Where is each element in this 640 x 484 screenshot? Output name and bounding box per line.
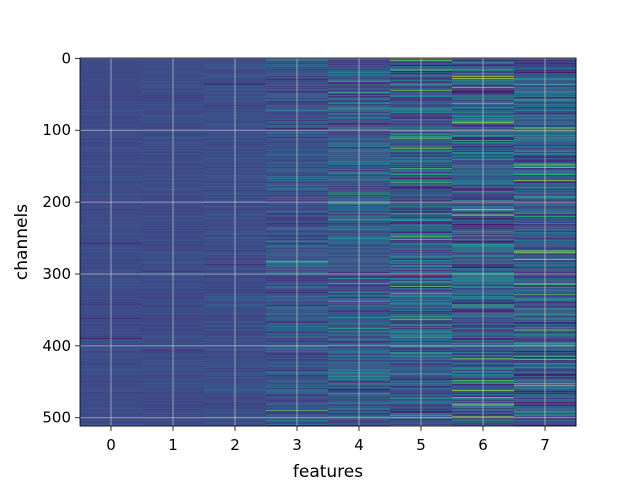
- heatmap-cells: [80, 58, 577, 427]
- y-tick-label: 500: [42, 409, 71, 427]
- y-tick-label: 100: [42, 121, 71, 139]
- x-tick-label: 4: [354, 436, 364, 454]
- x-tick-label: 3: [292, 436, 302, 454]
- y-axis-ticks: 0 100 200 300 400 500: [42, 49, 80, 427]
- y-tick-label: 200: [42, 193, 71, 211]
- x-axis-label: features: [293, 462, 363, 480]
- x-tick-label: 7: [540, 436, 550, 454]
- y-tick-label: 400: [42, 337, 71, 355]
- x-tick-label: 1: [168, 436, 178, 454]
- x-tick-label: 5: [416, 436, 426, 454]
- x-tick-label: 6: [478, 436, 488, 454]
- grid-lines: [80, 57, 576, 426]
- x-axis-ticks: 0 1 2 3 4 5 6 7: [106, 426, 550, 454]
- y-tick-label: 0: [61, 49, 71, 67]
- x-tick-label: 2: [230, 436, 240, 454]
- x-tick-label: 0: [106, 436, 116, 454]
- plot-frame: [79, 57, 577, 427]
- y-tick-label: 300: [42, 265, 71, 283]
- y-axis-label: channels: [12, 204, 32, 280]
